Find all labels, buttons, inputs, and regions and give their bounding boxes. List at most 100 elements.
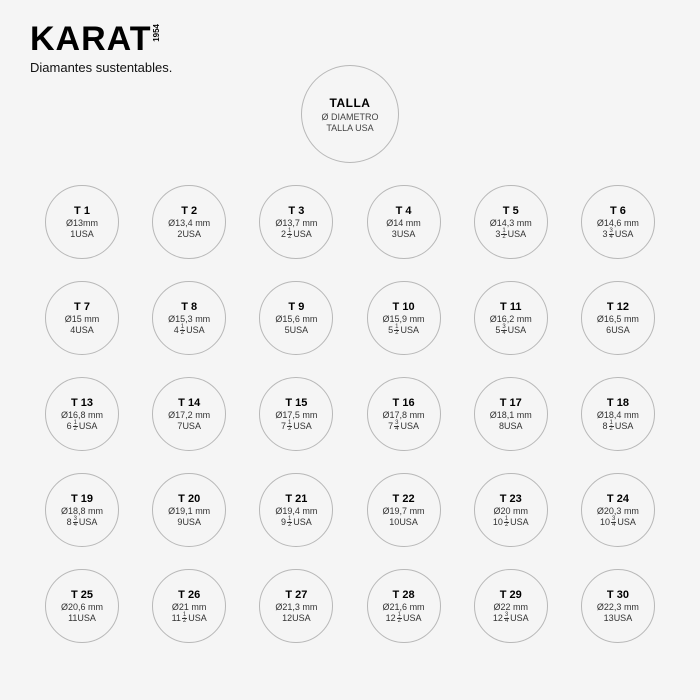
size-ring: T 19Ø18,8 mm834 USA [45, 473, 119, 547]
ring-diameter: Ø21,3 mm [275, 602, 317, 612]
ring-size-label: T 23 [500, 493, 522, 505]
ring-usa-size: 734 USA [388, 421, 419, 432]
ring-size-label: T 16 [393, 397, 415, 409]
ring-diameter: Ø14,6 mm [597, 218, 639, 228]
ring-diameter: Ø14,3 mm [490, 218, 532, 228]
size-ring: T 5Ø14,3 mm312 USA [474, 185, 548, 259]
ring-size-label: T 27 [285, 589, 307, 601]
ring-size-label: T 14 [178, 397, 200, 409]
size-grid: T 1Ø13mm1 USA T 2Ø13,4 mm2 USA T 3Ø13,7 mm… [45, 185, 655, 665]
size-row: T 19Ø18,8 mm834 USA T 20Ø19,1 mm9 USA T 21… [45, 473, 655, 547]
size-ring: T 11Ø16,2 mm534 USA [474, 281, 548, 355]
ring-size-label: T 24 [607, 493, 629, 505]
size-ring: T 23Ø20 mm1012 USA [474, 473, 548, 547]
ring-diameter: Ø15,9 mm [383, 314, 425, 324]
size-ring: T 25Ø20,6 mm11 USA [45, 569, 119, 643]
size-ring: T 12Ø16,5 mm6 USA [581, 281, 655, 355]
legend-diameter: Ø DIAMETRO [321, 112, 378, 122]
size-ring: T 27Ø21,3 mm12 USA [259, 569, 333, 643]
size-ring: T 8Ø15,3 mm412 USA [152, 281, 226, 355]
size-ring: T 24Ø20,3 mm1034 USA [581, 473, 655, 547]
brand-logo: KARAT 1954 [30, 22, 172, 56]
size-ring: T 10Ø15,9 mm512 USA [367, 281, 441, 355]
ring-diameter: Ø16,5 mm [597, 314, 639, 324]
legend-circle: TALLA Ø DIAMETRO TALLA USA [301, 65, 399, 163]
ring-size-label: T 19 [71, 493, 93, 505]
brand-year: 1954 [153, 24, 161, 42]
ring-diameter: Ø20,6 mm [61, 602, 103, 612]
ring-diameter: Ø15 mm [65, 314, 100, 324]
ring-usa-size: 7 USA [177, 421, 201, 431]
size-row: T 25Ø20,6 mm11 USAT 26Ø21 mm1112 USAT 27… [45, 569, 655, 643]
ring-diameter: Ø21 mm [172, 602, 207, 612]
ring-usa-size: 1012 USA [493, 517, 529, 528]
ring-usa-size: 3 USA [392, 229, 416, 239]
ring-usa-size: 1234 USA [493, 613, 529, 624]
size-ring: T 20Ø19,1 mm9 USA [152, 473, 226, 547]
ring-diameter: Ø21,6 mm [383, 602, 425, 612]
ring-size-label: T 13 [71, 397, 93, 409]
ring-size-label: T 28 [393, 589, 415, 601]
ring-size-label: T 5 [503, 205, 519, 217]
ring-size-label: T 15 [285, 397, 307, 409]
ring-size-label: T 18 [607, 397, 629, 409]
ring-size-label: T 11 [500, 301, 521, 313]
size-ring: T 4Ø14 mm3 USA [367, 185, 441, 259]
ring-usa-size: 1212 USA [386, 613, 422, 624]
ring-usa-size: 212 USA [281, 229, 312, 240]
ring-size-label: T 17 [500, 397, 522, 409]
ring-usa-size: 612 USA [67, 421, 98, 432]
size-ring: T 6Ø14,6 mm334 USA [581, 185, 655, 259]
ring-diameter: Ø16,8 mm [61, 410, 103, 420]
ring-usa-size: 334 USA [603, 229, 634, 240]
size-ring: T 1Ø13mm1 USA [45, 185, 119, 259]
ring-size-label: T 30 [607, 589, 629, 601]
ring-size-label: T 6 [610, 205, 626, 217]
brand-tagline: Diamantes sustentables. [30, 60, 172, 75]
ring-size-label: T 4 [396, 205, 412, 217]
ring-size-label: T 9 [288, 301, 304, 313]
ring-size-label: T 25 [71, 589, 93, 601]
ring-diameter: Ø20,3 mm [597, 506, 639, 516]
ring-diameter: Ø20 mm [493, 506, 528, 516]
size-ring: T 15Ø17,5 mm712 USA [259, 377, 333, 451]
size-ring: T 9Ø15,6 mm5 USA [259, 281, 333, 355]
ring-usa-size: 6 USA [606, 325, 630, 335]
ring-usa-size: 2 USA [177, 229, 201, 239]
ring-usa-size: 1034 USA [600, 517, 636, 528]
ring-usa-size: 712 USA [281, 421, 312, 432]
ring-diameter: Ø15,6 mm [275, 314, 317, 324]
ring-usa-size: 11 USA [68, 613, 96, 623]
ring-diameter: Ø14 mm [386, 218, 421, 228]
ring-diameter: Ø17,8 mm [383, 410, 425, 420]
header: KARAT 1954 Diamantes sustentables. [30, 22, 172, 75]
ring-size-label: T 10 [393, 301, 415, 313]
ring-usa-size: 312 USA [495, 229, 526, 240]
ring-size-label: T 1 [74, 205, 90, 217]
ring-size-label: T 8 [181, 301, 197, 313]
size-ring: T 2Ø13,4 mm2 USA [152, 185, 226, 259]
ring-diameter: Ø22,3 mm [597, 602, 639, 612]
ring-size-label: T 20 [178, 493, 200, 505]
ring-size-label: T 21 [285, 493, 307, 505]
ring-size-label: T 12 [607, 301, 629, 313]
size-ring: T 21Ø19,4 mm912 USA [259, 473, 333, 547]
ring-usa-size: 812 USA [603, 421, 634, 432]
size-ring: T 28Ø21,6 mm1212 USA [367, 569, 441, 643]
brand-name: KARAT [30, 22, 151, 56]
ring-size-label: T 3 [288, 205, 304, 217]
ring-diameter: Ø17,5 mm [275, 410, 317, 420]
ring-size-label: T 2 [181, 205, 197, 217]
ring-diameter: Ø13,4 mm [168, 218, 210, 228]
legend-title: TALLA [330, 96, 371, 110]
size-ring: T 7Ø15 mm4 USA [45, 281, 119, 355]
ring-diameter: Ø19,1 mm [168, 506, 210, 516]
ring-diameter: Ø18,1 mm [490, 410, 532, 420]
size-ring: T 14Ø17,2 mm7 USA [152, 377, 226, 451]
size-ring: T 30Ø22,3 mm13 USA [581, 569, 655, 643]
size-ring: T 17Ø18,1 mm8 USA [474, 377, 548, 451]
ring-usa-size: 12 USA [282, 613, 311, 623]
size-ring: T 3Ø13,7 mm212 USA [259, 185, 333, 259]
ring-usa-size: 534 USA [495, 325, 526, 336]
size-ring: T 22Ø19,7 mm10 USA [367, 473, 441, 547]
